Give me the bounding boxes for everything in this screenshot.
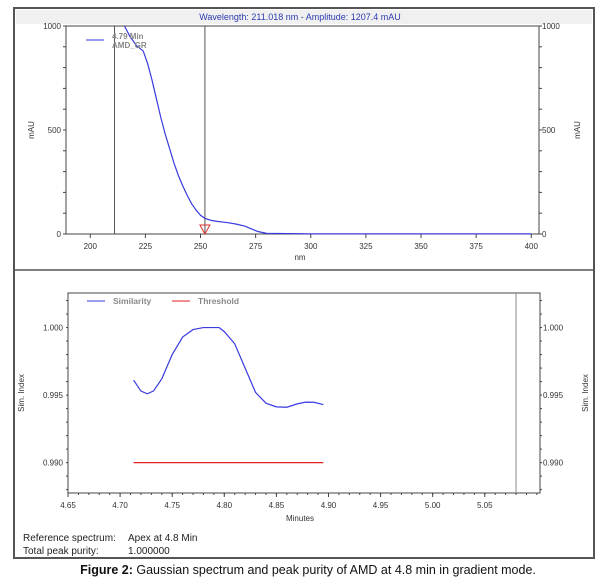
outer-frame [13,7,595,559]
y-tick-label-left: 1.000 [43,324,64,333]
figure-caption: Figure 2: Gaussian spectrum and peak pur… [0,563,616,577]
caption-label: Figure 2: [80,563,133,577]
x-tick-label: 4.80 [217,501,233,510]
y-axis-label-right: Sim. Index [581,374,590,412]
purity-label: Total peak purity: [23,546,99,557]
y-axis-label-right: mAU [573,121,582,139]
x-tick-label: 250 [194,242,208,251]
y-axis-label-left: Sim. Index [17,374,26,412]
y-tick-label-left: 500 [48,126,62,135]
x-axis-label: nm [294,253,305,262]
x-tick-label: 4.95 [373,501,389,510]
y-tick-label-right: 0 [542,230,547,239]
plot-area [67,292,541,494]
x-tick-label: 400 [525,242,539,251]
x-tick-label: 4.75 [164,501,180,510]
y-axis-label-left: mAU [27,121,36,139]
series-line-similarity [133,326,324,408]
reference-label: Reference spectrum: [23,533,116,544]
y-tick-label-right: 1000 [542,22,560,31]
x-tick-label: 375 [469,242,483,251]
spectrum-line [123,25,532,235]
y-tick-label-right: 0.995 [543,391,564,400]
y-tick-label-left: 1000 [43,22,61,31]
x-axis-label: Minutes [286,514,314,523]
legend-label-threshold: Threshold [198,296,239,306]
x-tick-label: 300 [304,242,318,251]
x-tick-label: 4.70 [112,501,128,510]
x-tick-label: 325 [359,242,373,251]
x-tick-label: 200 [84,242,98,251]
y-tick-label-left: 0 [57,230,62,239]
y-tick-label-right: 0.990 [543,459,564,468]
chart-figure: Wavelength: 211.018 nm - Amplitude: 1207… [13,7,595,559]
reference-value: Apex at 4.8 Min [128,533,197,544]
x-tick-label: 4.85 [269,501,285,510]
x-tick-label: 225 [139,242,153,251]
spectrum-title: Wavelength: 211.018 nm - Amplitude: 1207… [199,12,401,22]
legend-label-similarity: Similarity [113,296,152,306]
wavelength-marker-icon [199,224,211,236]
legend-line1: 4.79 Min [112,32,144,41]
purity-value: 1.000000 [128,546,170,557]
y-tick-label-right: 1.000 [543,324,564,333]
caption-text: Gaussian spectrum and peak purity of AMD… [132,563,536,577]
x-tick-label: 4.90 [321,501,337,510]
x-tick-label: 275 [249,242,263,251]
y-tick-label-left: 0.990 [43,459,64,468]
x-tick-label: 5.05 [477,501,493,510]
top-header-bar [16,10,592,24]
x-tick-label: 5.00 [425,501,441,510]
y-tick-label-left: 0.995 [43,391,64,400]
y-tick-label-right: 500 [542,126,556,135]
legend-line2: AMD_GR [112,41,147,50]
x-tick-label: 350 [414,242,428,251]
x-tick-label: 4.65 [60,501,76,510]
